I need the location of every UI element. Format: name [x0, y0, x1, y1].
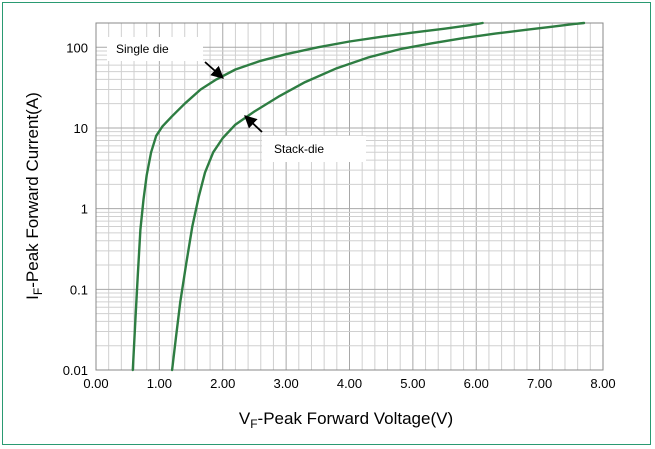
x-axis-title: VF-Peak Forward Voltage(V): [239, 409, 453, 431]
annotations: Single die Stack-die: [107, 37, 366, 162]
annotation-box-stack-die: [262, 136, 366, 162]
x-tick-label: 1.00: [147, 376, 172, 391]
y-tick-label: 100: [66, 40, 88, 55]
annotation-arrow-single-die: [204, 61, 224, 79]
series-line-single-die: [131, 21, 484, 372]
x-tick-label: 3.00: [273, 376, 298, 391]
y-axis-title: IF-Peak Forward Current(A): [23, 92, 45, 300]
x-tick-label: 5.00: [400, 376, 425, 391]
x-tick-label: 7.00: [527, 376, 552, 391]
x-tick-label: 6.00: [464, 376, 489, 391]
tick-labels: 0.00 1.00 2.00 3.00 4.00 5.00 6.00 7.00 8.00 0.01…: [63, 40, 616, 391]
annotation-box-single-die: [107, 37, 203, 61]
annotation-arrow-stack-die: [244, 115, 263, 133]
x-tick-label: 8.00: [590, 376, 615, 391]
series-line-stack-die: [170, 21, 586, 372]
plot-border: [95, 22, 604, 371]
y-tick-label: 1: [81, 202, 88, 217]
y-tick-label: 10: [74, 121, 88, 136]
y-tick-label: 0.01: [63, 363, 88, 378]
annotation-stack-die: Stack-die: [274, 142, 324, 156]
grid-lines: [95, 22, 604, 371]
x-tick-label: 2.00: [210, 376, 235, 391]
x-tick-label: 0.00: [83, 376, 108, 391]
series-lines: [131, 21, 586, 372]
y-tick-label: 0.1: [70, 282, 88, 297]
annotation-single-die: Single die: [116, 42, 169, 56]
x-tick-label: 4.00: [337, 376, 362, 391]
